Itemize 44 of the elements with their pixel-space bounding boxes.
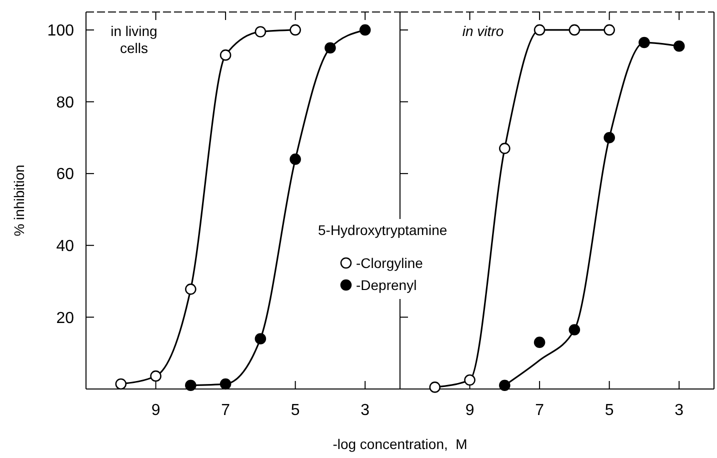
legend-label: -Clorgyline [356, 254, 424, 271]
x-tick-label: 5 [604, 402, 614, 419]
point [534, 336, 546, 348]
point [429, 382, 441, 393]
point [499, 380, 510, 392]
point [290, 24, 301, 36]
x-tick-label: 5 [290, 402, 300, 419]
x-tick-label: 7 [221, 402, 230, 419]
point [185, 284, 196, 295]
y-tick-label: 80 [56, 94, 74, 112]
point [604, 24, 615, 36]
point [254, 26, 266, 38]
y-tick-label: 20 [56, 310, 74, 327]
point [568, 324, 580, 336]
x-tick-label: 3 [674, 402, 684, 419]
point [254, 333, 266, 344]
point [638, 36, 650, 48]
point [568, 24, 580, 36]
y-tick-label: 40 [56, 238, 74, 255]
point [534, 24, 546, 36]
x-axis-title: -log concentration, M [332, 436, 468, 452]
y-axis-title: % inhibition [11, 164, 27, 236]
y-tick-label: 60 [56, 166, 74, 184]
annotation: in vitro [462, 23, 504, 39]
annotation: in living cells [110, 23, 158, 56]
point [220, 378, 232, 390]
point [185, 380, 196, 392]
legend-title: 5-Hydroxytryptamine [318, 222, 448, 238]
point [673, 40, 685, 52]
x-tick-label: 9 [465, 402, 474, 419]
point [604, 132, 615, 144]
point [464, 374, 476, 386]
legend-label: -Deprenyl [356, 276, 417, 293]
point [115, 378, 127, 390]
x-tick-label: 7 [535, 402, 544, 419]
x-tick-label: 9 [151, 402, 160, 419]
point [499, 142, 510, 154]
point [150, 370, 162, 382]
x-tick-label: 3 [360, 402, 370, 419]
point [220, 49, 232, 61]
point [359, 24, 371, 36]
point [290, 154, 301, 165]
point [324, 42, 336, 54]
y-tick-label: 100 [47, 22, 74, 40]
